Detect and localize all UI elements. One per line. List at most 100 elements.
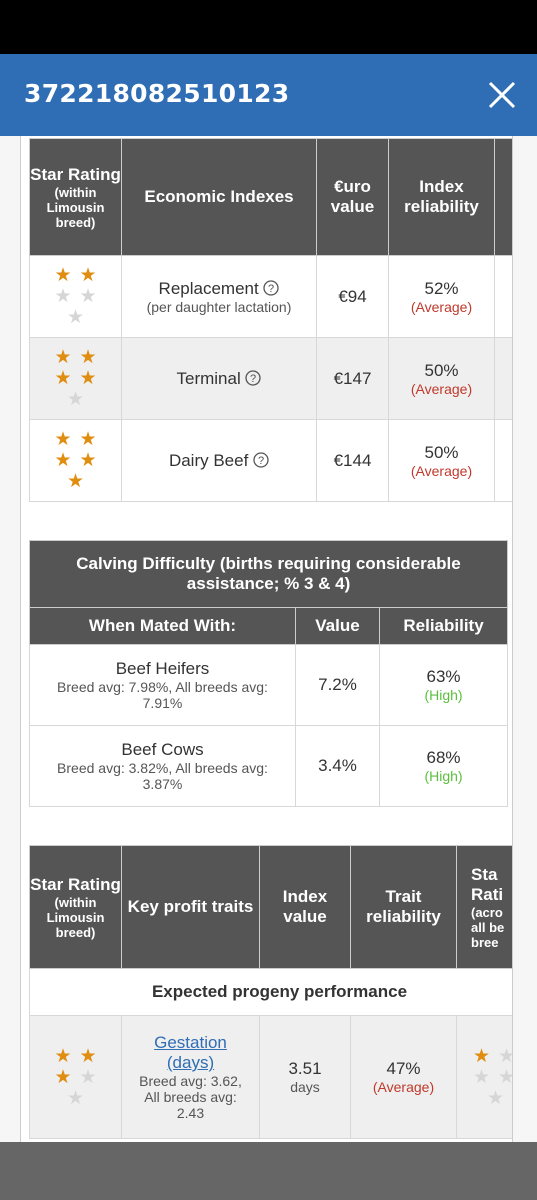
gestation-link[interactable]: Gestation	[154, 1033, 227, 1052]
euro-value: €147	[316, 337, 389, 420]
star-rating-across-label: Rati	[471, 884, 504, 904]
index-name-cell: Terminal ?	[121, 337, 317, 420]
star-rating: ★ ★ ★ ★ ★	[30, 430, 121, 491]
reliability-level: (Average)	[410, 380, 473, 397]
mated-with-header: When Mated With:	[29, 607, 296, 645]
gestation-unit-link[interactable]: (days)	[166, 1053, 215, 1072]
table-row: ★ ★ ★ ★ ★ Replacement ? (per daughter lact…	[29, 255, 512, 338]
calving-difficulty-title: Calving Difficulty (births requiring con…	[28, 540, 509, 608]
index-name: Terminal	[176, 368, 241, 388]
mated-with-cell: Beef Cows Breed avg: 3.82%, All breeds a…	[29, 725, 296, 807]
star-filled-icon: ★	[54, 429, 72, 450]
reliability-cell: 68% (High)	[378, 725, 509, 807]
reliability-cell: 50% (Average)	[388, 337, 495, 420]
star-filled-icon: ★	[79, 265, 97, 286]
trait-detail: Breed avg: 3.62, All breeds avg: 2.43	[139, 1073, 242, 1121]
reliability-value: 50%	[424, 442, 459, 462]
euro-value: €94	[316, 255, 389, 338]
star-rating-cell: ★ ★ ★ ★ ★	[29, 419, 122, 502]
index-name-cell: Dairy Beef ?	[121, 419, 317, 502]
star-rating-across-sublabel: (acro	[471, 904, 503, 920]
star-rating-across-sublabel: all be	[471, 919, 505, 935]
reliability-level: (High)	[424, 768, 463, 784]
calving-difficulty-table: Calving Difficulty (births requiring con…	[28, 540, 509, 807]
index-unit: days	[290, 1079, 320, 1095]
star-filled-icon: ★	[79, 1045, 97, 1067]
cut-off-cell	[494, 337, 512, 420]
star-filled-icon: ★	[54, 1045, 72, 1067]
mated-with-cell: Beef Heifers Breed avg: 7.98%, All breed…	[29, 644, 296, 726]
star-rating: ★ ★ ★ ★ ★	[30, 266, 121, 327]
star-rating-sublabel: (within Limousin breed)	[46, 894, 105, 940]
star-rating-across-label: Sta	[471, 864, 498, 884]
star-filled-icon: ★	[473, 1045, 491, 1067]
svg-text:?: ?	[250, 373, 256, 385]
close-icon[interactable]	[487, 80, 517, 110]
reliability-cell: 52% (Average)	[388, 255, 495, 338]
reliability-value: 52%	[424, 278, 459, 298]
help-icon[interactable]: ?	[253, 451, 269, 468]
euro-value: €144	[316, 419, 389, 502]
economic-indexes-header: Economic Indexes	[121, 138, 317, 256]
help-icon[interactable]: ?	[245, 369, 262, 386]
reliability-value: 47%	[386, 1059, 421, 1078]
star-empty-icon: ★	[79, 286, 97, 307]
economic-indexes-table: Star Rating (within Limousin breed) Econ…	[29, 138, 512, 502]
star-rating-header: Star Rating (within Limousin breed)	[29, 138, 122, 256]
table-row: Beef Cows Breed avg: 3.82%, All breeds a…	[29, 725, 509, 807]
key-profit-traits-header: Key profit traits	[121, 845, 260, 969]
star-empty-icon: ★	[487, 1087, 505, 1109]
star-filled-icon: ★	[54, 265, 72, 286]
index-value-header: Index value	[259, 845, 351, 969]
table-row: Beef Heifers Breed avg: 7.98%, All breed…	[29, 644, 509, 726]
status-bar	[0, 0, 537, 54]
reliability-level: (Average)	[410, 462, 473, 479]
table-row: ★ ★ ★ ★ ★ Gestation (days) Breed avg: 3.62…	[29, 1015, 512, 1139]
expected-progeny-section: Expected progeny performance	[29, 968, 512, 1016]
index-value: 3.51	[288, 1059, 322, 1078]
index-name: Replacement	[158, 278, 259, 298]
star-filled-icon: ★	[54, 1066, 72, 1088]
star-empty-icon: ★	[498, 1068, 512, 1087]
reliability-value: 68%	[426, 748, 461, 767]
star-filled-icon: ★	[54, 450, 72, 471]
mated-with-detail: Breed avg: 3.82%, All breeds avg: 3.87%	[57, 760, 268, 792]
star-rating-cell: ★ ★ ★ ★ ★	[29, 255, 122, 338]
reliability-cell: 63% (High)	[378, 644, 509, 726]
trait-cell: Gestation (days) Breed avg: 3.62, All br…	[121, 1015, 260, 1139]
star-filled-icon: ★	[54, 368, 72, 389]
value-header: Value	[295, 607, 380, 645]
index-sub: (per daughter lactation)	[146, 298, 292, 315]
index-name: Dairy Beef	[168, 450, 249, 470]
star-filled-icon: ★	[79, 368, 97, 389]
reliability-cell: 50% (Average)	[388, 419, 495, 502]
svg-text:?: ?	[258, 455, 264, 467]
index-reliability-header: Index reliability	[388, 138, 495, 256]
modal-header: 372218082510123	[0, 54, 537, 136]
cut-off-header	[494, 138, 512, 256]
star-rating-label: Star Rating	[30, 164, 121, 184]
star-empty-icon: ★	[79, 1066, 97, 1088]
star-rating-across-header: Sta Rati (acro all be bree	[456, 845, 512, 969]
svg-text:?: ?	[268, 283, 274, 295]
reliability-level: (Average)	[410, 298, 473, 315]
star-rating: ★ ★ ★ ★ ★	[30, 348, 121, 409]
star-empty-icon: ★	[54, 286, 72, 307]
mated-with-detail: Breed avg: 7.98%, All breeds avg: 7.91%	[57, 679, 268, 711]
calving-value: 7.2%	[295, 644, 380, 726]
help-icon[interactable]: ?	[263, 279, 280, 296]
star-empty-icon: ★	[473, 1066, 491, 1088]
table-row: ★ ★ ★ ★ ★ Terminal ? €147 50% (Average)	[29, 337, 512, 420]
star-filled-icon: ★	[66, 471, 85, 492]
reliability-header: Reliability	[378, 607, 509, 645]
euro-value-header: €uro value	[316, 138, 389, 256]
reliability-value: 63%	[426, 667, 461, 686]
bottom-bar	[0, 1142, 537, 1200]
star-filled-icon: ★	[54, 347, 72, 368]
trait-reliability-header: Trait reliability	[350, 845, 457, 969]
star-rating-across: ★★ ★★ ★	[473, 1045, 512, 1109]
star-rating: ★ ★ ★ ★ ★	[30, 1047, 121, 1108]
modal-content[interactable]: Star Rating (within Limousin breed) Econ…	[0, 136, 537, 1142]
star-rating-header: Star Rating (within Limousin breed)	[29, 845, 122, 969]
reliability-value: 50%	[424, 360, 459, 380]
